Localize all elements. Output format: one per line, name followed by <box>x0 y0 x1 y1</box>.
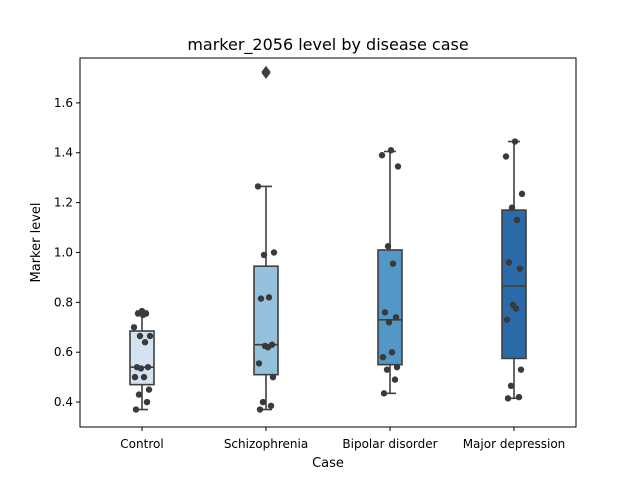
data-point <box>260 251 268 259</box>
data-point <box>505 259 513 266</box>
data-point <box>517 366 525 373</box>
data-point <box>378 152 386 159</box>
data-point <box>133 363 141 371</box>
data-point <box>268 341 276 348</box>
data-point <box>385 319 393 326</box>
data-point <box>518 190 526 198</box>
data-point <box>265 294 273 301</box>
data-point <box>388 349 396 356</box>
outlier-marker <box>261 67 271 79</box>
data-point <box>138 307 146 315</box>
plot-area <box>129 65 527 413</box>
data-point <box>391 376 399 383</box>
data-point <box>257 295 265 302</box>
y-tick-label: 1.6 <box>54 96 73 110</box>
y-tick-label: 0.6 <box>54 345 73 359</box>
data-point <box>144 363 152 371</box>
data-point <box>503 316 511 323</box>
data-point <box>143 398 151 406</box>
data-point <box>384 243 392 250</box>
y-axis-label: Marker level <box>29 203 44 283</box>
data-point <box>389 260 397 267</box>
x-tick-label: Schizophrenia <box>224 437 308 451</box>
data-point <box>141 339 149 346</box>
data-point <box>394 163 402 170</box>
y-tick-label: 1.0 <box>54 245 73 259</box>
data-point <box>380 390 388 397</box>
data-point <box>140 373 148 381</box>
data-point <box>130 324 138 331</box>
data-point <box>267 402 275 410</box>
axes-frame <box>79 57 577 428</box>
data-point <box>259 398 267 406</box>
data-point <box>381 309 389 316</box>
box-3 <box>501 209 527 360</box>
y-tick-label: 0.8 <box>54 295 73 309</box>
x-axis-label: Case <box>312 456 344 471</box>
data-point <box>387 147 395 154</box>
data-point <box>507 382 515 390</box>
data-point <box>269 373 277 381</box>
data-point <box>261 342 269 350</box>
data-point <box>254 183 262 190</box>
data-point <box>515 393 523 401</box>
box-2 <box>377 249 403 366</box>
data-point <box>511 138 519 145</box>
x-tick-label: Major depression <box>463 437 566 451</box>
chart-title: marker_2056 level by disease case <box>187 35 468 55</box>
x-tick-label: Control <box>120 437 163 451</box>
data-point <box>270 249 278 256</box>
box-1 <box>253 265 279 376</box>
y-tick-label: 1.2 <box>54 196 73 210</box>
data-point <box>509 301 517 309</box>
data-point <box>393 363 401 371</box>
data-point <box>136 332 144 340</box>
data-point <box>516 265 524 272</box>
data-point <box>392 314 400 321</box>
data-point <box>256 406 264 413</box>
data-point <box>508 204 516 211</box>
data-point <box>146 332 154 340</box>
y-tick-label: 0.4 <box>54 395 73 409</box>
y-tick-label: 1.4 <box>54 146 73 160</box>
y-axis-ticks: 0.4 0.6 0.8 1.0 1.2 1.4 1.6 <box>54 96 80 409</box>
data-point <box>135 391 143 398</box>
data-point <box>513 216 521 224</box>
data-point <box>383 366 391 373</box>
data-point <box>255 360 263 367</box>
x-tick-label: Bipolar disorder <box>342 437 437 451</box>
data-point <box>145 386 153 393</box>
data-point <box>131 373 139 381</box>
data-point <box>502 153 510 160</box>
x-axis-ticks: Control Schizophrenia Bipolar disorder Majo… <box>120 427 565 451</box>
data-point <box>379 353 387 361</box>
data-point <box>132 406 140 413</box>
data-point <box>504 395 512 402</box>
